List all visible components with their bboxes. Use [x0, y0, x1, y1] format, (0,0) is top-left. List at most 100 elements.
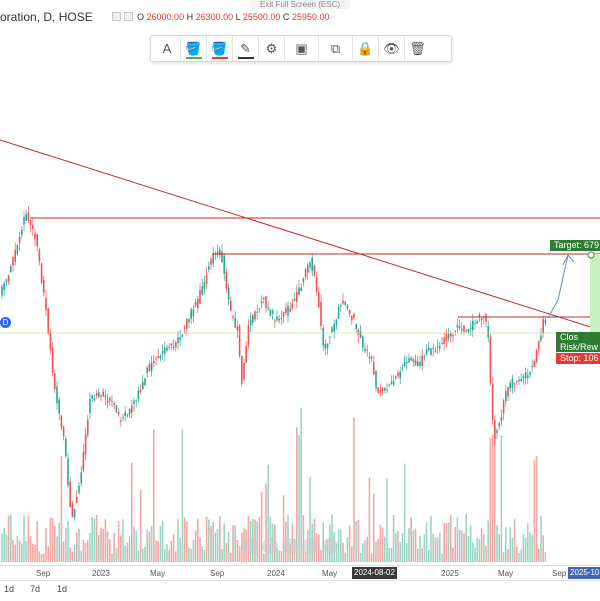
candle-body: [142, 381, 144, 390]
target-handle[interactable]: [587, 251, 595, 259]
lock-icon[interactable]: 🔒: [352, 36, 378, 61]
eye-icon[interactable]: 👁: [378, 36, 404, 61]
candle-body: [177, 337, 179, 344]
candle-body: [131, 405, 133, 413]
exit-fullscreen-button[interactable]: Exit Full Screen (ESC): [250, 0, 350, 9]
volume-bar: [1, 533, 3, 562]
candle-body: [425, 349, 428, 355]
candle-body: [18, 237, 21, 244]
candle-body: [234, 317, 236, 328]
volume-bar: [69, 547, 71, 562]
fill-bucket-alt-icon[interactable]: 🪣: [206, 36, 232, 61]
candle-body: [203, 282, 206, 290]
timeframe-1d[interactable]: 1d: [4, 584, 15, 594]
pencil-icon[interactable]: ✎: [232, 36, 258, 61]
volume-bar: [126, 542, 129, 562]
settings-square-icon-2[interactable]: [124, 12, 133, 21]
candle-body: [443, 337, 445, 344]
candle-body: [285, 308, 287, 313]
volume-bar: [487, 520, 489, 562]
volume-bar: [502, 552, 505, 562]
candle-body: [278, 318, 280, 321]
volume-bar: [155, 540, 157, 562]
volume-bar: [139, 489, 142, 562]
volume-bar: [483, 533, 485, 562]
target-label[interactable]: Target: 679: [550, 240, 600, 251]
projection-arrowhead-2[interactable]: [562, 254, 569, 266]
clone-icon[interactable]: ⧉: [318, 36, 352, 61]
volume-bar: [80, 550, 82, 562]
timeframe-1d-alt[interactable]: 1d: [57, 584, 68, 594]
projection-path-2[interactable]: [557, 254, 569, 301]
layer-order-icon[interactable]: ▣: [284, 36, 318, 61]
drawing-toolbar: A 🪣 🪣 ✎ ⚙ ▣ ⧉ 🔒 👁 🗑: [150, 35, 452, 62]
projection-path-1[interactable]: [547, 299, 559, 319]
candle-body: [304, 269, 307, 277]
volume-bar: [445, 522, 448, 562]
candle-body: [21, 229, 23, 236]
volume-bar: [507, 549, 509, 562]
volume-bar: [377, 539, 379, 562]
candle-body: [291, 303, 294, 309]
volume-bar: [443, 522, 445, 562]
candle-body: [102, 391, 104, 397]
candle-body: [359, 331, 362, 338]
navigation-controls[interactable]: [242, 538, 338, 554]
volume-bar: [544, 551, 547, 562]
volume-bar: [384, 536, 386, 562]
candle-body: [135, 400, 137, 402]
candle-body: [271, 310, 274, 314]
dividend-marker[interactable]: D: [0, 317, 11, 328]
fill-bucket-icon[interactable]: 🪣: [180, 36, 206, 61]
candle-body: [115, 405, 118, 413]
nav-button-4[interactable]: [302, 538, 318, 554]
candle-body: [401, 367, 404, 369]
candle-body: [531, 366, 533, 368]
nav-button-2[interactable]: [262, 538, 278, 554]
candle-body: [236, 326, 239, 331]
candle-body: [485, 313, 487, 322]
volume-bar: [300, 408, 302, 562]
nav-button-3[interactable]: [282, 538, 298, 554]
price-chart[interactable]: [0, 30, 600, 580]
volume-bar: [153, 429, 155, 562]
text-icon[interactable]: A: [154, 36, 180, 61]
candle-body: [232, 316, 234, 318]
volume-bar: [117, 521, 120, 562]
settings-square-icon[interactable]: [112, 12, 121, 21]
candle-body: [357, 329, 360, 336]
candle-body: [51, 347, 54, 373]
trend-line[interactable]: [0, 139, 600, 331]
profit-zone[interactable]: [590, 254, 600, 334]
volume-bar: [357, 519, 360, 562]
drawings[interactable]: [0, 139, 600, 554]
trash-icon[interactable]: 🗑: [404, 36, 430, 61]
candle-body: [348, 310, 351, 315]
candle-body: [29, 219, 32, 225]
low-value: 25500.00: [242, 12, 281, 22]
nav-button-5[interactable]: [322, 538, 338, 554]
candle-body: [467, 329, 470, 333]
candle-body: [205, 274, 208, 284]
volume-bar: [538, 548, 540, 562]
candle-body: [386, 389, 388, 391]
volume-bar: [496, 525, 498, 562]
volume-bar: [157, 541, 159, 562]
projection-arrowhead[interactable]: [567, 254, 575, 263]
candles: [1, 206, 547, 521]
volume-bar: [540, 516, 542, 562]
volume-bar: [203, 550, 206, 562]
volume-bar: [447, 522, 450, 562]
volume-bar: [159, 525, 162, 562]
candle-body: [106, 400, 109, 403]
candle-body: [1, 286, 3, 296]
volume-bar: [362, 543, 364, 562]
fill-bucket-alt-icon-glyph: 🪣: [211, 40, 228, 56]
gear-icon[interactable]: ⚙: [258, 36, 284, 61]
timeframe-bar: [0, 580, 600, 601]
candle-body: [342, 300, 344, 304]
nav-button-1[interactable]: [242, 538, 258, 554]
timeframe-7d[interactable]: 7d: [30, 584, 41, 594]
stop-label[interactable]: Stop: 106: [556, 353, 600, 364]
candle-body: [491, 384, 494, 420]
